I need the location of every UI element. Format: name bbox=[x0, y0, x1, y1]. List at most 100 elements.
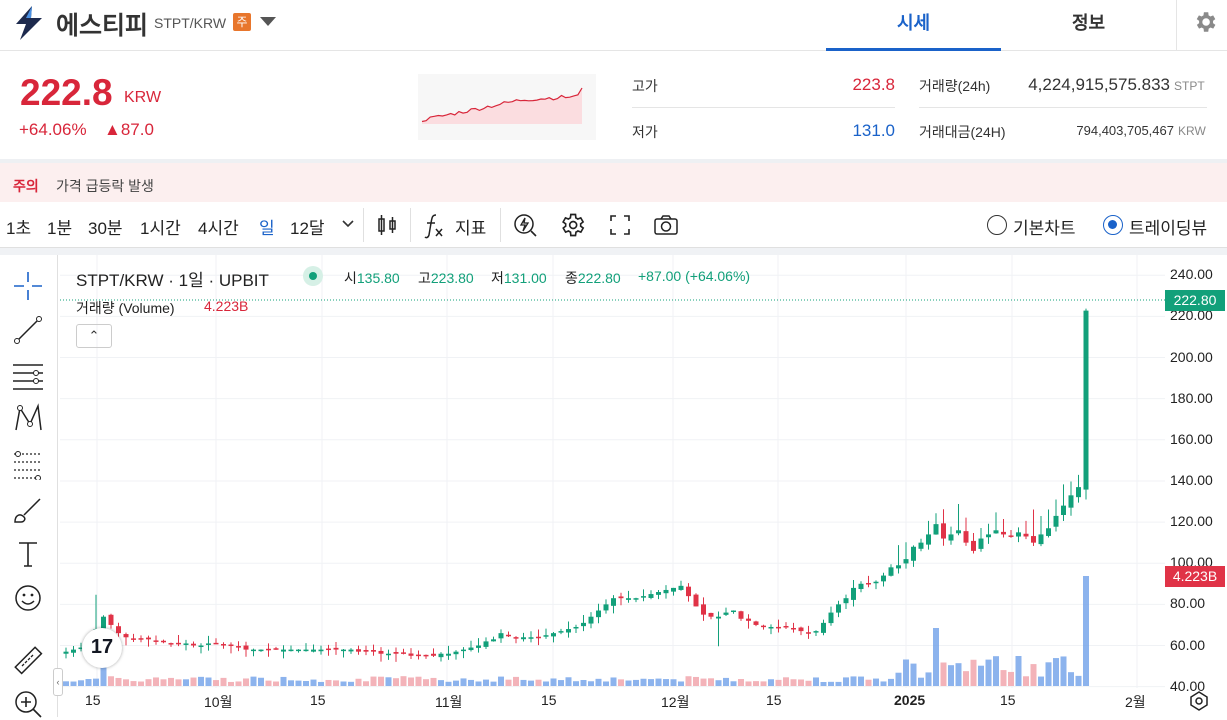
y-axis-label: 200.00 bbox=[1170, 348, 1213, 365]
tradingview-radio[interactable] bbox=[1103, 215, 1123, 235]
interval-1s[interactable]: 1초 bbox=[6, 219, 32, 238]
volume-bar bbox=[1068, 672, 1074, 686]
candle-body bbox=[731, 610, 736, 613]
volume-bar bbox=[835, 681, 842, 686]
fib-retracement-icon[interactable] bbox=[12, 448, 44, 480]
candle-body bbox=[798, 627, 804, 632]
x-axis-label: 2025 bbox=[894, 692, 926, 708]
time-range-settings-icon[interactable] bbox=[1188, 690, 1210, 712]
top-header: 에스티피 STPT/KRW 주 시세 정보 bbox=[0, 0, 1227, 51]
upbit-logo-icon[interactable] bbox=[14, 6, 44, 40]
basic-chart-label[interactable]: 기본차트 bbox=[1013, 219, 1076, 238]
interval-1m[interactable]: 1분 bbox=[47, 219, 73, 238]
candle-body bbox=[311, 649, 316, 652]
volume-bar bbox=[295, 680, 302, 686]
high-label: 고 bbox=[418, 270, 431, 286]
volume-bar bbox=[1060, 656, 1067, 686]
zoom-in-icon[interactable] bbox=[12, 688, 44, 720]
header-divider bbox=[1176, 0, 1177, 51]
x-axis-label: 15 bbox=[1000, 692, 1016, 708]
volume-bar bbox=[363, 681, 369, 686]
volume-bar bbox=[280, 676, 287, 686]
y-axis-label: 80.00 bbox=[1170, 595, 1206, 612]
ohlc-high: 고223.80 bbox=[418, 268, 474, 288]
toolbar-divider bbox=[363, 208, 364, 242]
candle-body bbox=[1076, 487, 1081, 498]
candle-body bbox=[596, 610, 601, 618]
coin-dropdown-icon[interactable] bbox=[260, 17, 276, 26]
chart-settings-gear-icon[interactable] bbox=[558, 211, 586, 239]
ruler-icon[interactable] bbox=[12, 644, 44, 676]
candle-body bbox=[611, 598, 616, 606]
trend-line-icon[interactable] bbox=[12, 314, 44, 346]
volume-bar bbox=[895, 672, 902, 686]
horizontal-lines-icon[interactable] bbox=[12, 359, 44, 391]
function-fx-icon[interactable] bbox=[420, 211, 448, 239]
candle-body bbox=[371, 650, 376, 652]
volume-bar bbox=[175, 679, 182, 686]
alert-lightning-icon[interactable] bbox=[511, 211, 539, 239]
volume-bar bbox=[1008, 671, 1014, 686]
brush-icon[interactable] bbox=[12, 493, 44, 525]
screenshot-camera-icon[interactable] bbox=[652, 211, 680, 239]
interval-12mo[interactable]: 12달 bbox=[290, 219, 325, 238]
volume-bar bbox=[273, 681, 279, 686]
candle-body bbox=[753, 621, 759, 625]
ohlc-change: +87.00 (+64.06%) bbox=[638, 268, 751, 284]
candle-body bbox=[941, 523, 946, 539]
scroll-left-handle[interactable]: ‹ bbox=[53, 668, 63, 696]
emoji-icon[interactable] bbox=[12, 582, 44, 614]
indicator-button[interactable]: 지표 bbox=[455, 219, 487, 238]
coin-name[interactable]: 에스티피 bbox=[56, 12, 149, 40]
candle-body bbox=[911, 546, 916, 561]
candle-body bbox=[431, 653, 436, 656]
change-percent: +64.06% bbox=[19, 120, 87, 139]
low-label: 저가 bbox=[632, 124, 658, 140]
chart-legend-title: STPT/KRW · 1일 · UPBIT bbox=[76, 271, 269, 290]
candle-body bbox=[918, 542, 924, 549]
candle-body bbox=[948, 534, 954, 541]
volume-bar bbox=[468, 679, 474, 686]
interval-1h[interactable]: 1시간 bbox=[140, 219, 181, 238]
tab-quote[interactable]: 시세 bbox=[826, 0, 1001, 51]
candle-body bbox=[1053, 515, 1059, 527]
x-axis-label: 10월 bbox=[204, 694, 233, 710]
volume-unit: STPT bbox=[1174, 79, 1205, 93]
y-axis-label: 140.00 bbox=[1170, 471, 1213, 488]
fullscreen-icon[interactable] bbox=[606, 211, 634, 239]
volume-bar bbox=[1015, 656, 1022, 686]
candle-body bbox=[896, 565, 901, 569]
interval-dropdown-icon[interactable] bbox=[341, 219, 355, 229]
text-tool-icon[interactable] bbox=[12, 538, 44, 570]
candle-body bbox=[161, 640, 166, 643]
volume-bar bbox=[858, 676, 864, 686]
candle-body bbox=[513, 637, 519, 639]
y-axis-label: 240.00 bbox=[1170, 266, 1213, 283]
collapse-legend-button[interactable]: ⌃ bbox=[76, 324, 112, 348]
settings-gear-icon[interactable] bbox=[1192, 9, 1218, 35]
open-label: 시 bbox=[344, 270, 357, 286]
candle-type-icon[interactable] bbox=[373, 211, 401, 239]
pattern-icon[interactable] bbox=[12, 402, 44, 434]
interval-4h[interactable]: 4시간 bbox=[198, 219, 239, 238]
volume-bar bbox=[453, 680, 459, 686]
candle-body bbox=[626, 598, 631, 600]
price-chart[interactable] bbox=[60, 255, 1227, 717]
tab-info[interactable]: 정보 bbox=[1071, 13, 1106, 33]
y-axis-label: 40.00 bbox=[1170, 677, 1206, 694]
candle-body bbox=[1016, 532, 1021, 537]
volume-bar bbox=[288, 680, 294, 686]
volume-bar bbox=[333, 680, 339, 686]
interval-30m[interactable]: 30분 bbox=[88, 219, 123, 238]
crosshair-icon[interactable] bbox=[12, 270, 44, 302]
volume-bar bbox=[760, 681, 767, 686]
tradingview-logo[interactable]: 17 bbox=[82, 628, 122, 668]
interval-day[interactable]: 일 bbox=[259, 219, 275, 238]
tradingview-label[interactable]: 트레이딩뷰 bbox=[1129, 219, 1208, 238]
basic-chart-radio[interactable] bbox=[987, 215, 1007, 235]
volume-bar bbox=[205, 677, 212, 686]
volume-bar bbox=[250, 676, 257, 686]
candle-body bbox=[206, 643, 211, 645]
volume-bar bbox=[993, 656, 999, 686]
last-volume-badge: 4.223B bbox=[1165, 566, 1225, 587]
